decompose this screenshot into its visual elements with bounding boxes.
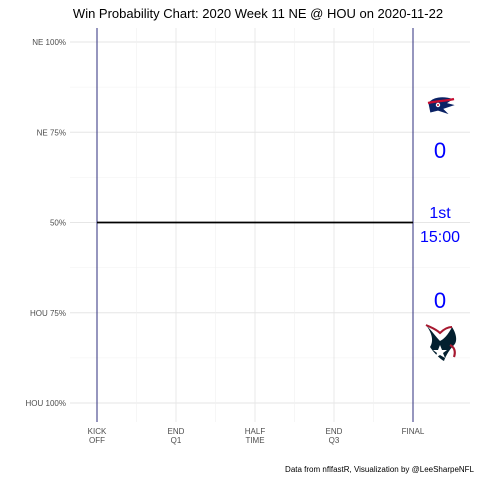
y-tick-label: HOU 75% xyxy=(30,309,66,318)
quarter-label: 1st xyxy=(429,205,451,222)
x-tick-label-line: OFF xyxy=(89,436,105,445)
y-tick-label: NE 75% xyxy=(37,128,66,137)
x-tick-label-line: Q3 xyxy=(329,436,340,445)
x-tick-label: HALF TIME xyxy=(245,427,266,445)
x-tick-label-line: END xyxy=(168,427,185,436)
game-clock: 15:00 xyxy=(420,229,460,246)
y-tick-label: HOU 100% xyxy=(26,399,66,408)
x-tick-label: FINAL xyxy=(402,427,425,436)
home-score: 0 xyxy=(434,288,446,313)
texans-logo xyxy=(425,324,457,361)
game-boundary-lines xyxy=(96,28,414,422)
x-tick-label-line: KICK xyxy=(88,427,107,436)
x-tick-label: END Q3 xyxy=(326,427,343,445)
patriots-logo xyxy=(427,96,458,116)
x-tick-label-line: Q1 xyxy=(171,436,182,445)
chart-caption: Data from nflfastR, Visualization by @Le… xyxy=(285,465,475,474)
y-axis-ticks: NE 100% NE 75% 50% HOU 75% HOU 100% xyxy=(26,38,66,408)
x-tick-label: KICK OFF xyxy=(88,427,107,445)
y-tick-label: 50% xyxy=(50,219,66,228)
x-tick-label: END Q1 xyxy=(168,427,185,445)
chart-title: Win Probability Chart: 2020 Week 11 NE @… xyxy=(73,6,443,21)
y-tick-label: NE 100% xyxy=(32,38,66,47)
x-tick-label-line: HALF xyxy=(245,427,266,436)
x-tick-label-line: END xyxy=(326,427,343,436)
away-score: 0 xyxy=(434,138,446,163)
x-tick-label-line: TIME xyxy=(245,436,264,445)
x-tick-label-line: FINAL xyxy=(402,427,425,436)
grid-lines xyxy=(70,28,470,422)
